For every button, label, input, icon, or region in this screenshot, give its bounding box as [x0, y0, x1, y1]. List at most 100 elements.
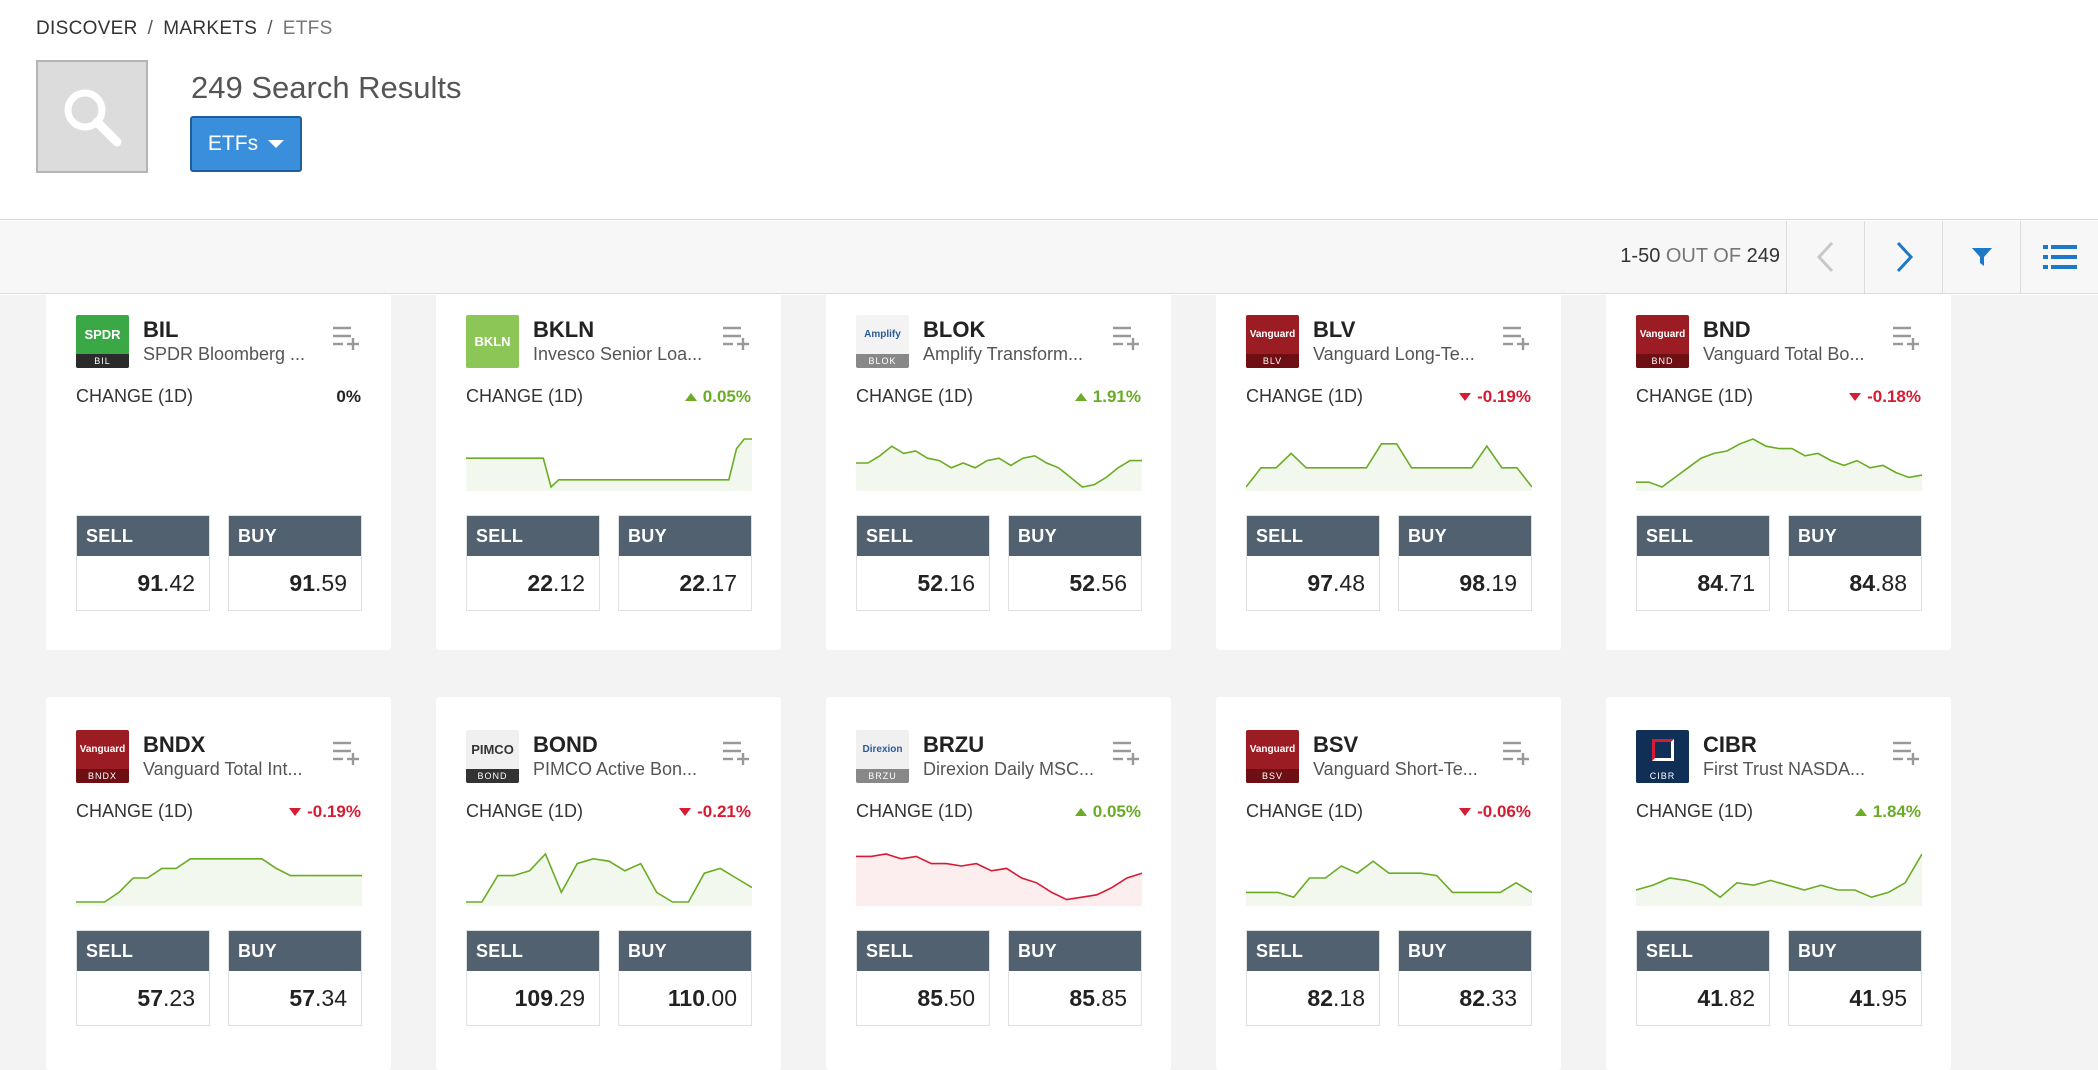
- breadcrumb-separator: /: [147, 18, 154, 39]
- sparkline-area: [1246, 443, 1532, 491]
- filter-icon: [1971, 248, 1992, 266]
- buy-button[interactable]: BUY 41.95: [1788, 930, 1922, 1026]
- sell-button[interactable]: SELL 82.18: [1246, 930, 1380, 1026]
- instrument-symbol[interactable]: BKLN: [533, 317, 595, 342]
- instrument-symbol[interactable]: BND: [1703, 317, 1751, 342]
- sell-price: 22.12: [527, 569, 585, 596]
- next-page-button[interactable]: [1864, 221, 1942, 293]
- sell-button[interactable]: SELL 22.12: [466, 515, 600, 611]
- instrument-symbol[interactable]: BLV: [1313, 317, 1356, 342]
- sell-button[interactable]: SELL 109.29: [466, 930, 600, 1026]
- instrument-card[interactable]: Vanguard BLV BLV Vanguard Long-Te... CHANGE …: [1216, 295, 1561, 650]
- instrument-symbol[interactable]: BSV: [1313, 732, 1359, 757]
- breadcrumb-discover[interactable]: DISCOVER: [36, 18, 138, 39]
- sell-button[interactable]: SELL 85.50: [856, 930, 990, 1026]
- filter-button[interactable]: [1942, 221, 2020, 293]
- add-to-watchlist-icon[interactable]: [1109, 325, 1143, 351]
- sparkline-area: [1636, 854, 1922, 906]
- sell-button[interactable]: SELL 41.82: [1636, 930, 1770, 1026]
- buy-price: 84.88: [1849, 569, 1907, 596]
- previous-page-button[interactable]: [1786, 221, 1864, 293]
- instrument-card[interactable]: SPDR BIL BIL SPDR Bloomberg ... CHANGE (1D) 0…: [46, 295, 391, 650]
- change-value: 1.91%: [1074, 387, 1141, 407]
- list-view-button[interactable]: [2020, 221, 2098, 293]
- instrument-card[interactable]: Direxion BRZU BRZU Direxion Daily MSC... CHA…: [826, 697, 1171, 1070]
- sell-button[interactable]: SELL 84.71: [1636, 515, 1770, 611]
- sell-label: SELL: [1637, 516, 1769, 556]
- buy-button[interactable]: BUY 57.34: [228, 930, 362, 1026]
- buy-button[interactable]: BUY 85.85: [1008, 930, 1142, 1026]
- logo-ticker: BLV: [1246, 354, 1299, 368]
- sell-button[interactable]: SELL 52.16: [856, 515, 990, 611]
- add-to-watchlist-icon[interactable]: [1889, 325, 1923, 351]
- add-to-watchlist-icon[interactable]: [1499, 325, 1533, 351]
- change-value: -0.18%: [1849, 387, 1921, 407]
- instrument-card[interactable]: Vanguard BND BND Vanguard Total Bo... CHANGE…: [1606, 295, 1951, 650]
- change-percent: 0.05%: [1092, 802, 1141, 821]
- change-label: CHANGE (1D): [856, 801, 974, 821]
- sparkline-line: [1246, 860, 1532, 899]
- add-to-watchlist-icon[interactable]: [719, 325, 753, 351]
- instrument-name: Vanguard Total Bo...: [1703, 344, 1865, 364]
- buy-label: BUY: [1009, 931, 1141, 971]
- instrument-symbol[interactable]: CIBR: [1703, 732, 1757, 757]
- instrument-logo: BKLN: [466, 315, 519, 368]
- buy-button[interactable]: BUY 52.56: [1008, 515, 1142, 611]
- price-sparkline: [1246, 443, 1532, 491]
- price-sparkline: [466, 852, 752, 906]
- instrument-card[interactable]: PIMCO BOND BOND PIMCO Active Bon... CHANGE (…: [436, 697, 781, 1070]
- breadcrumb: DISCOVER / MARKETS / ETFS: [36, 18, 333, 40]
- instrument-logo: Vanguard BLV: [1246, 315, 1299, 368]
- breadcrumb-markets[interactable]: MARKETS: [163, 18, 258, 39]
- buy-label: BUY: [619, 931, 751, 971]
- change-percent: 0%: [336, 387, 361, 406]
- instrument-name: Vanguard Long-Te...: [1313, 344, 1475, 364]
- instrument-card[interactable]: CIBR CIBR First Trust NASDA... CHANGE (1D) 1…: [1606, 697, 1951, 1070]
- instrument-card[interactable]: Vanguard BNDX BNDX Vanguard Total Int... CHA…: [46, 697, 391, 1070]
- change-label: CHANGE (1D): [1246, 386, 1364, 406]
- change-percent: 0.05%: [702, 387, 751, 406]
- sell-button[interactable]: SELL 97.48: [1246, 515, 1380, 611]
- instrument-card[interactable]: Vanguard BSV BSV Vanguard Short-Te... CHANGE…: [1216, 697, 1561, 1070]
- instrument-symbol[interactable]: BIL: [143, 317, 179, 342]
- sell-price: 57.23: [137, 984, 195, 1011]
- sell-label: SELL: [857, 516, 989, 556]
- instrument-symbol[interactable]: BNDX: [143, 732, 206, 757]
- buy-button[interactable]: BUY 82.33: [1398, 930, 1532, 1026]
- sell-label: SELL: [1637, 931, 1769, 971]
- sell-button[interactable]: SELL 91.42: [76, 515, 210, 611]
- buy-button[interactable]: BUY 84.88: [1788, 515, 1922, 611]
- buy-button[interactable]: BUY 98.19: [1398, 515, 1532, 611]
- add-to-watchlist-icon[interactable]: [1499, 740, 1533, 766]
- buy-price: 22.17: [679, 569, 737, 596]
- instrument-logo: Amplify BLOK: [856, 315, 909, 368]
- instrument-name: SPDR Bloomberg ...: [143, 344, 306, 364]
- instrument-symbol[interactable]: BLOK: [923, 317, 986, 342]
- sparkline-line: [466, 852, 752, 903]
- instrument-symbol[interactable]: BOND: [533, 732, 598, 757]
- arrow-down-icon: [679, 808, 692, 816]
- change-percent: -0.19%: [1477, 387, 1531, 406]
- logo-text: Vanguard: [1249, 744, 1296, 755]
- instrument-logo: CIBR: [1636, 730, 1689, 783]
- buy-label: BUY: [229, 931, 361, 971]
- buy-price: 110.00: [667, 984, 737, 1011]
- add-to-watchlist-icon[interactable]: [719, 740, 753, 766]
- buy-button[interactable]: BUY 91.59: [228, 515, 362, 611]
- instrument-card[interactable]: Amplify BLOK BLOK Amplify Transform... CHANG…: [826, 295, 1171, 650]
- instrument-symbol[interactable]: BRZU: [923, 732, 985, 757]
- add-to-watchlist-icon[interactable]: [1889, 740, 1923, 766]
- buy-button[interactable]: BUY 22.17: [618, 515, 752, 611]
- logo-text: Direxion: [862, 744, 903, 755]
- buy-button[interactable]: BUY 110.00: [618, 930, 752, 1026]
- add-to-watchlist-icon[interactable]: [329, 740, 363, 766]
- change-percent: -0.06%: [1477, 802, 1531, 821]
- change-percent: -0.18%: [1867, 387, 1921, 406]
- sell-button[interactable]: SELL 57.23: [76, 930, 210, 1026]
- change-label: CHANGE (1D): [1636, 801, 1754, 821]
- change-label: CHANGE (1D): [76, 801, 194, 821]
- add-to-watchlist-icon[interactable]: [1109, 740, 1143, 766]
- asset-type-dropdown[interactable]: ETFs: [190, 116, 302, 172]
- add-to-watchlist-icon[interactable]: [329, 325, 363, 351]
- instrument-card[interactable]: BKLN BKLN Invesco Senior Loa... CHANGE (1D)…: [436, 295, 781, 650]
